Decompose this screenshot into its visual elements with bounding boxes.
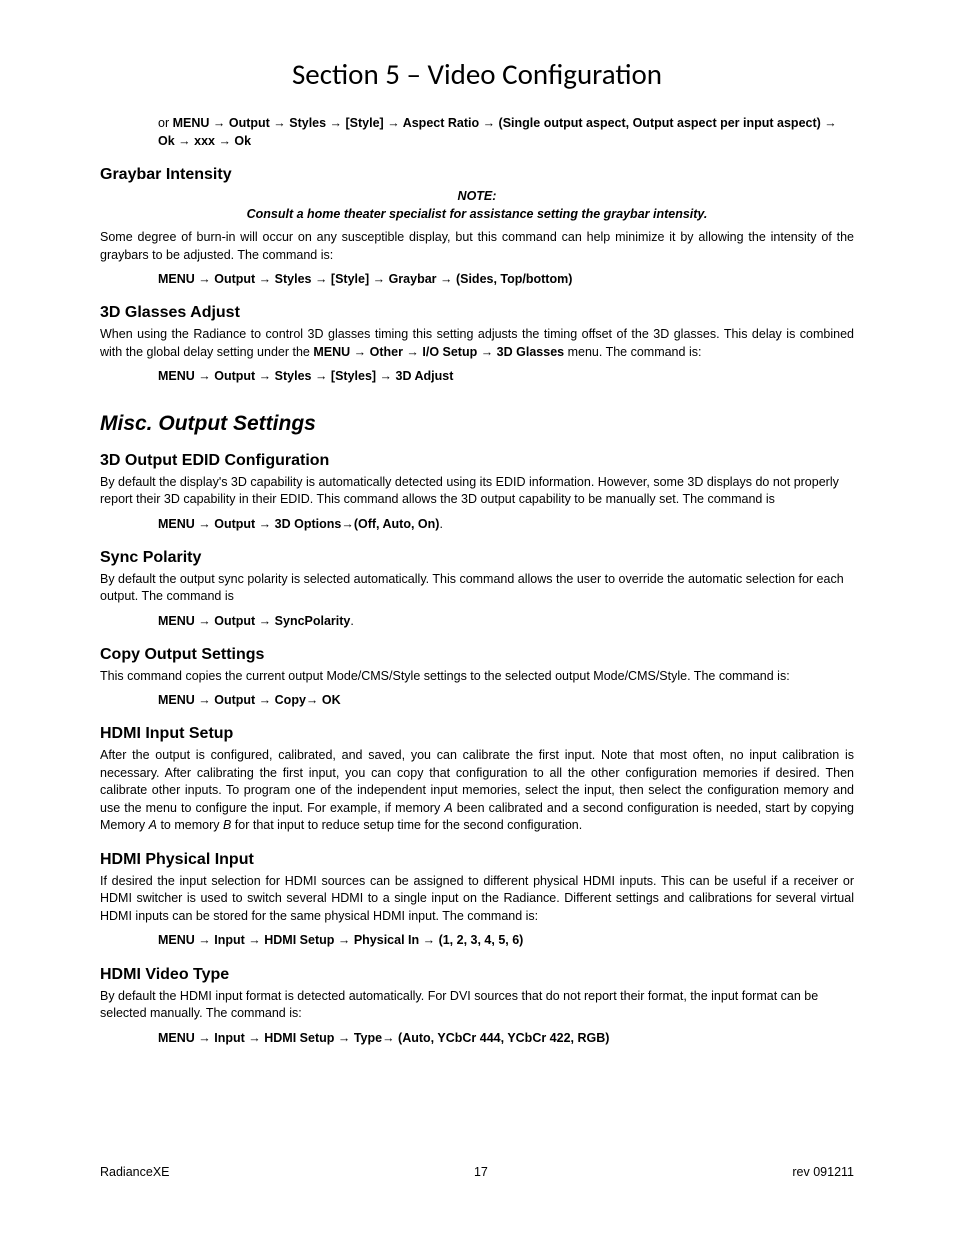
- note-text: Consult a home theater specialist for as…: [100, 206, 854, 224]
- hdmi-setup-a2: A: [149, 818, 157, 832]
- hdmi-setup-a1: A: [444, 801, 452, 815]
- sync-path: MENU → Output → SyncPolarity: [158, 614, 350, 628]
- glasses-body-post: menu. The command is:: [564, 345, 701, 359]
- hdmi-setup-b4: for that input to reduce setup time for …: [231, 818, 582, 832]
- edid-body: By default the display's 3D capability i…: [100, 474, 854, 509]
- heading-glasses: 3D Glasses Adjust: [100, 304, 854, 322]
- edid-path: MENU → Output → 3D Options→(Off, Auto, O…: [158, 517, 439, 531]
- document-page: Section 5 – Video Configuration or MENU …: [0, 0, 954, 1235]
- edid-path-wrap: MENU → Output → 3D Options→(Off, Auto, O…: [158, 515, 854, 533]
- glasses-body-bold: MENU → Other → I/O Setup → 3D Glasses: [313, 345, 564, 359]
- copy-path: MENU → Output → Copy→ OK: [158, 691, 854, 709]
- intro-prefix: or: [158, 116, 173, 130]
- heading-graybar: Graybar Intensity: [100, 166, 854, 184]
- glasses-path: MENU → Output → Styles → [Styles] → 3D A…: [158, 367, 854, 385]
- footer-left: RadianceXE: [100, 1165, 170, 1179]
- hdmi-setup-body: After the output is configured, calibrat…: [100, 747, 854, 835]
- copy-body: This command copies the current output M…: [100, 668, 854, 686]
- heading-misc: Misc. Output Settings: [100, 412, 854, 436]
- graybar-body: Some degree of burn-in will occur on any…: [100, 229, 854, 264]
- intro-menu-path: or MENU → Output → Styles → [Style] → As…: [158, 114, 854, 150]
- hdmi-phys-body: If desired the input selection for HDMI …: [100, 873, 854, 926]
- hdmi-setup-b3: to memory: [157, 818, 223, 832]
- glasses-body: When using the Radiance to control 3D gl…: [100, 326, 854, 361]
- sync-path-tail: .: [350, 614, 353, 628]
- page-footer: RadianceXE 17 rev 091211: [100, 1165, 854, 1179]
- intro-path-text: MENU → Output → Styles → [Style] → Aspec…: [158, 116, 837, 148]
- heading-copy: Copy Output Settings: [100, 646, 854, 664]
- sync-path-wrap: MENU → Output → SyncPolarity.: [158, 612, 854, 630]
- graybar-path: MENU → Output → Styles → [Style] → Grayb…: [158, 270, 854, 288]
- heading-sync: Sync Polarity: [100, 549, 854, 567]
- hdmi-vtype-path: MENU → Input → HDMI Setup → Type→ (Auto,…: [158, 1029, 854, 1047]
- hdmi-phys-path: MENU → Input → HDMI Setup → Physical In …: [158, 931, 854, 949]
- sync-body: By default the output sync polarity is s…: [100, 571, 854, 606]
- note-block: NOTE: Consult a home theater specialist …: [100, 188, 854, 223]
- edid-path-tail: .: [439, 517, 442, 531]
- footer-right: rev 091211: [792, 1165, 854, 1179]
- heading-hdmi-phys: HDMI Physical Input: [100, 851, 854, 869]
- note-label: NOTE:: [100, 188, 854, 206]
- heading-edid: 3D Output EDID Configuration: [100, 452, 854, 470]
- heading-hdmi-vtype: HDMI Video Type: [100, 966, 854, 984]
- heading-hdmi-setup: HDMI Input Setup: [100, 725, 854, 743]
- footer-center: 17: [474, 1165, 488, 1179]
- hdmi-vtype-body: By default the HDMI input format is dete…: [100, 988, 854, 1023]
- page-title: Section 5 – Video Configuration: [100, 56, 854, 92]
